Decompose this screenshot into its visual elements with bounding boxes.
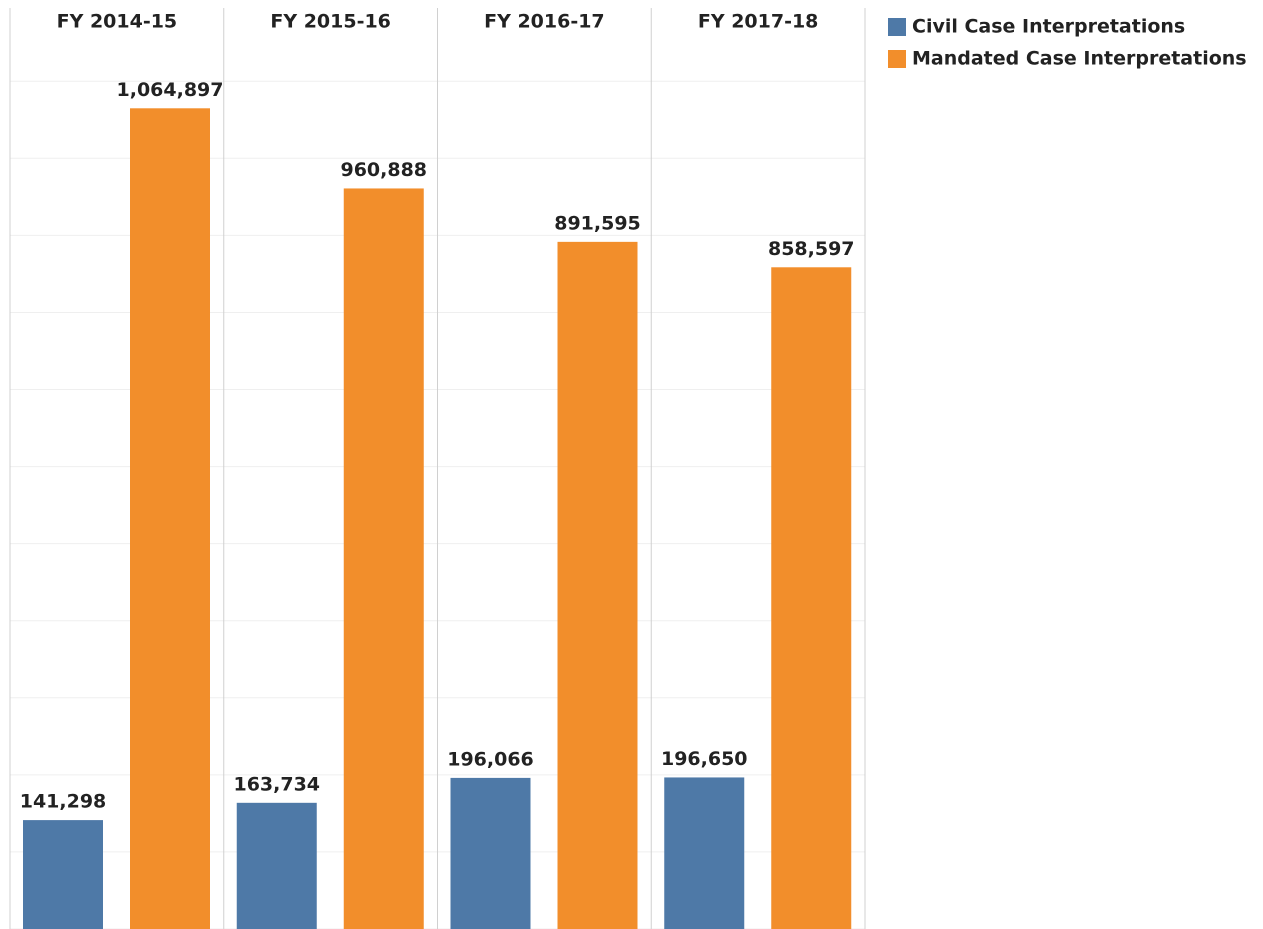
panel-header: FY 2014-15	[57, 11, 178, 33]
value-label: 141,298	[20, 791, 107, 813]
bar	[557, 241, 638, 929]
bar	[343, 188, 424, 929]
panel-header: FY 2015-16	[270, 11, 391, 33]
value-label: 163,734	[233, 773, 320, 795]
legend-label: Civil Case Interpretations	[912, 16, 1185, 38]
value-label: 960,888	[340, 159, 427, 181]
bar	[771, 267, 852, 929]
bar	[23, 820, 103, 929]
value-label: 858,597	[768, 238, 855, 260]
legend-swatch	[888, 50, 906, 68]
value-label: 891,595	[554, 212, 641, 234]
legend-swatch	[888, 18, 906, 36]
bar	[130, 108, 210, 929]
bar	[664, 777, 745, 929]
value-label: 196,066	[447, 748, 534, 770]
legend-label: Mandated Case Interpretations	[912, 48, 1247, 70]
bar	[450, 777, 531, 929]
value-label: 196,650	[661, 748, 748, 770]
panel-header: FY 2016-17	[484, 11, 605, 33]
panel-header: FY 2017-18	[698, 11, 819, 33]
value-label: 1,064,897	[117, 79, 224, 101]
bar	[236, 802, 317, 929]
